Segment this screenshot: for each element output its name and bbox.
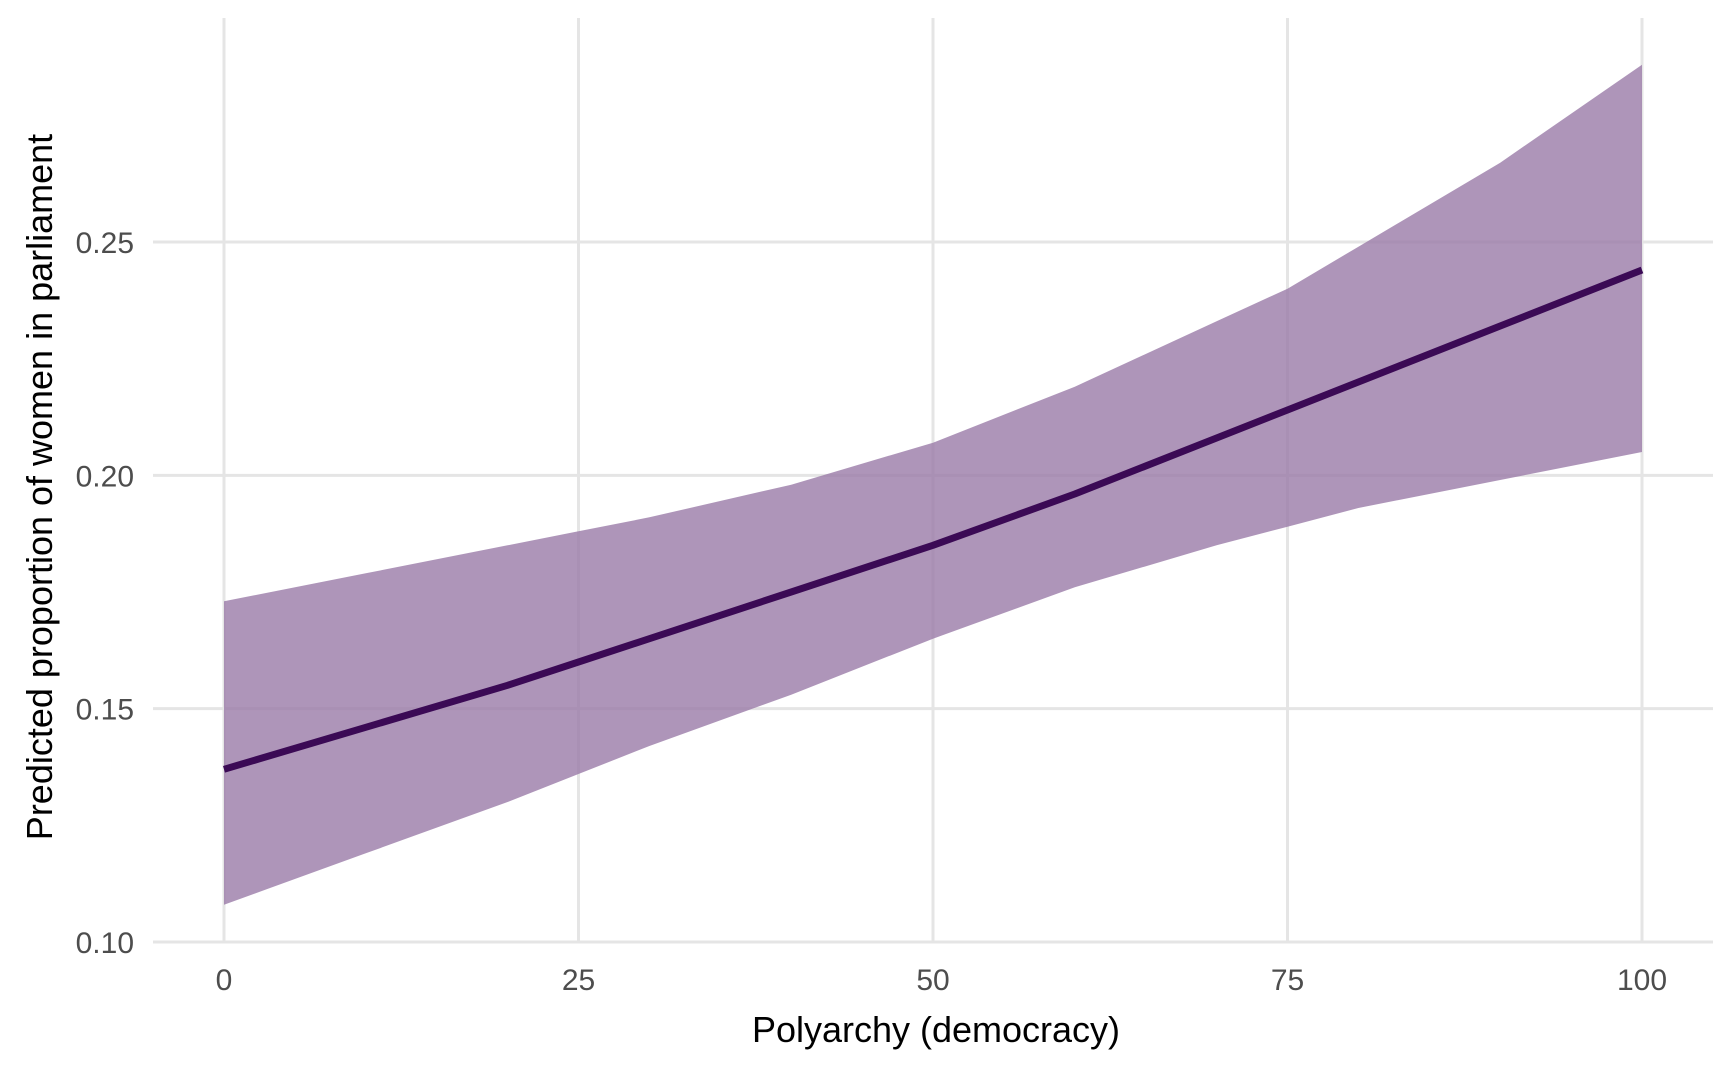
x-tick-label: 100 <box>1617 964 1667 997</box>
y-tick-labels: 0.10 0.15 0.20 0.25 <box>76 227 134 960</box>
x-tick-labels: 0 25 50 75 100 <box>216 964 1667 997</box>
y-tick-label: 0.20 <box>76 460 134 493</box>
y-axis-title: Predicted proportion of women in parliam… <box>19 134 60 840</box>
trend-line-group <box>223 266 1644 773</box>
x-tick-label: 50 <box>916 964 949 997</box>
prediction-line <box>223 266 1644 773</box>
y-tick-label: 0.25 <box>76 227 134 260</box>
x-tick-label: 0 <box>216 964 233 997</box>
confidence-ribbon-group <box>224 64 1642 905</box>
y-tick-label: 0.15 <box>76 694 134 727</box>
x-tick-label: 75 <box>1271 964 1304 997</box>
confidence-ribbon <box>224 64 1642 905</box>
x-tick-label: 25 <box>562 964 595 997</box>
y-tick-label: 0.10 <box>76 927 134 960</box>
x-axis-title: Polyarchy (democracy) <box>752 1009 1120 1050</box>
